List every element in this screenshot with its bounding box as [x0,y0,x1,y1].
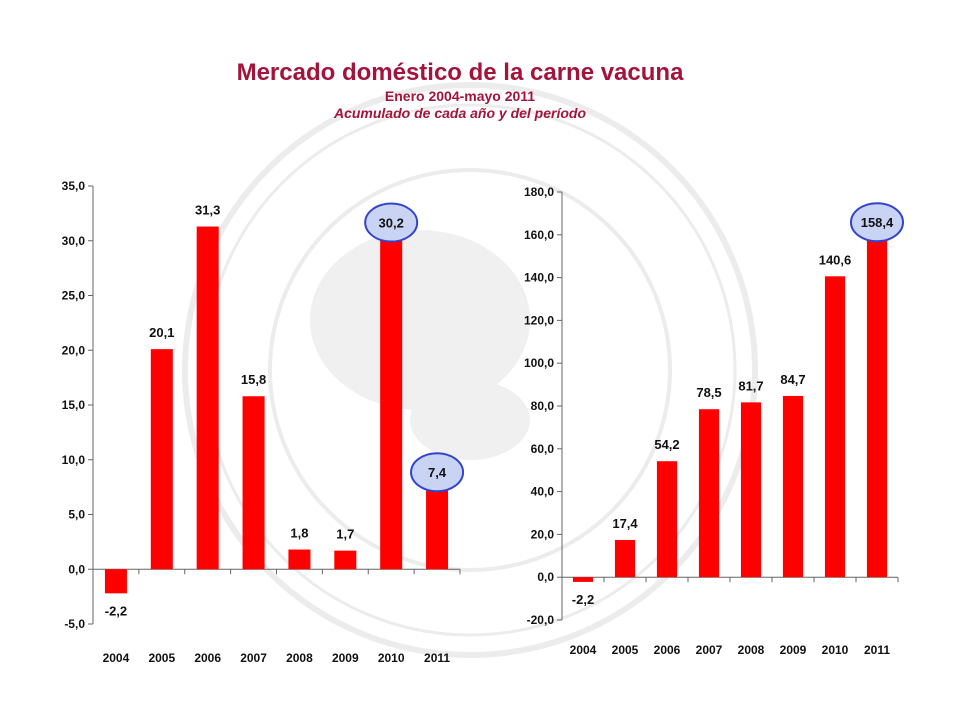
data-label-2011: 7,4 [428,465,447,480]
chart-titles: Mercado doméstico de la carne vacuna Ene… [0,58,920,122]
data-label-2008: 81,7 [738,378,763,393]
x-tick-label-2008: 2008 [738,643,765,657]
y-tick-label: 30,0 [62,234,86,248]
y-tick-label: 100,0 [524,356,554,370]
data-label-2011: 158,4 [861,215,894,230]
y-tick-label: 10,0 [62,453,86,467]
x-tick-label-2007: 2007 [696,643,723,657]
x-tick-label-2006: 2006 [654,643,681,657]
data-label-2004: -2,2 [572,592,594,607]
data-label-2006: 31,3 [195,203,220,218]
chart-title: Mercado doméstico de la carne vacuna [236,59,684,86]
data-label-2007: 15,8 [241,372,266,387]
y-tick-label: -5,0 [64,617,85,631]
y-tick-label: 20,0 [531,527,555,541]
data-label-2009: 1,7 [336,527,354,542]
highlight-circle-2011 [850,202,904,243]
data-label-2005: 17,4 [612,516,638,531]
y-tick-label: 80,0 [531,399,555,413]
bar-2005 [150,349,173,570]
bar-2011 [426,488,449,570]
y-tick-label: 0,0 [68,562,85,576]
x-tick-label-2011: 2011 [424,651,450,665]
bar-2004 [104,569,127,594]
x-tick-label-2011: 2011 [864,643,890,657]
bar-2006 [656,461,678,578]
bar-2010 [824,276,846,578]
bar-2009 [334,550,357,570]
y-tick-label: 160,0 [524,228,554,242]
y-tick-label: 0,0 [537,570,554,584]
bar-2009 [782,395,804,578]
chart-subtitle: Enero 2004-mayo 2011 [384,88,536,104]
bar-2010 [380,238,403,570]
data-label-2008: 1,8 [290,526,308,541]
data-label-2005: 20,1 [149,325,174,340]
x-tick-label-2004: 2004 [570,643,597,657]
x-tick-label-2006: 2006 [194,651,221,665]
y-tick-label: 140,0 [524,271,554,285]
highlight-circle-2011 [410,452,465,493]
data-label-2010: 30,2 [379,216,404,231]
y-tick-label: 15,0 [62,398,86,412]
data-label-2006: 54,2 [654,437,679,452]
bar-2004 [572,577,594,582]
data-label-2009: 84,7 [780,372,805,387]
y-tick-label: 35,0 [62,179,86,193]
y-tick-label: 180,0 [524,185,554,199]
bar-2011 [866,238,888,578]
data-label-2010: 140,6 [819,252,852,267]
bar-2006 [196,226,219,570]
y-tick-label: 40,0 [531,485,555,499]
x-tick-label-2005: 2005 [148,651,175,665]
x-tick-label-2008: 2008 [286,651,313,665]
bar-2007 [698,409,720,578]
chart-subtitle-2: Acumulado de cada año y del período [333,105,587,121]
x-tick-label-2009: 2009 [780,643,807,657]
x-tick-label-2004: 2004 [103,651,130,665]
data-label-2007: 78,5 [696,385,721,400]
x-tick-label-2007: 2007 [240,651,267,665]
bar-2005 [614,539,636,578]
x-tick-label-2010: 2010 [378,651,405,665]
y-tick-label: 60,0 [531,442,555,456]
x-tick-label-2005: 2005 [612,643,639,657]
bar-2007 [242,396,265,570]
y-tick-label: 20,0 [62,343,86,357]
y-tick-label: -20,0 [527,613,555,627]
x-tick-label-2009: 2009 [332,651,359,665]
highlight-circle-2010 [364,202,419,243]
bar-2008 [740,402,762,578]
bar-2008 [288,549,311,570]
data-label-2004: -2,2 [105,603,127,618]
y-tick-label: 120,0 [524,313,554,327]
y-tick-label: 5,0 [68,508,85,522]
y-tick-label: 25,0 [62,289,86,303]
x-tick-label-2010: 2010 [822,643,849,657]
